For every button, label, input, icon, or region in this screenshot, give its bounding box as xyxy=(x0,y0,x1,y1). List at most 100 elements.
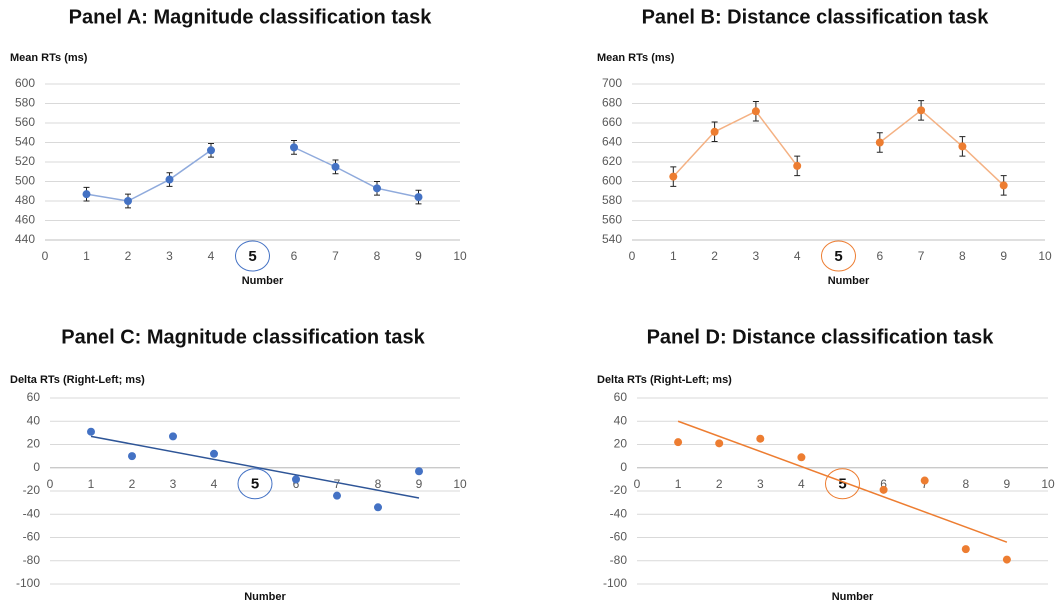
y-tick-label: 660 xyxy=(602,115,622,129)
x-tick-label: 1 xyxy=(675,477,682,491)
point xyxy=(1002,555,1011,564)
y-tick-label: -80 xyxy=(610,553,628,567)
x-tick-label: 4 xyxy=(211,477,218,491)
x-axis-label: Number xyxy=(832,591,874,603)
y-tick-label: 540 xyxy=(15,135,35,149)
point xyxy=(415,467,423,476)
highlight-circle xyxy=(821,240,856,272)
x-axis-label: Number xyxy=(244,591,286,603)
x-tick-label: 8 xyxy=(959,249,966,263)
x-tick-label: 10 xyxy=(1038,249,1052,263)
point xyxy=(674,438,683,447)
y-tick-label: 460 xyxy=(15,213,35,227)
x-tick-label: 1 xyxy=(88,477,95,491)
y-tick-label: 60 xyxy=(614,390,628,404)
x-tick-label: 0 xyxy=(47,477,54,491)
point xyxy=(124,197,132,205)
point xyxy=(920,476,929,485)
x-tick-label: 1 xyxy=(83,249,90,263)
panel-title: Panel D: Distance classification task xyxy=(647,326,995,348)
x-tick-label: 5 xyxy=(834,248,842,265)
y-tick-label: 580 xyxy=(15,96,35,110)
x-tick-label: 4 xyxy=(208,249,215,263)
y-tick-label: -80 xyxy=(23,553,41,567)
y-axis-label: Delta RTs (Right-Left; ms) xyxy=(597,374,732,386)
y-tick-label: 0 xyxy=(620,460,627,474)
x-tick-label: 8 xyxy=(962,477,969,491)
y-axis-label: Delta RTs (Right-Left; ms) xyxy=(10,374,145,386)
point xyxy=(917,106,926,115)
x-tick-label: 9 xyxy=(416,477,423,491)
point xyxy=(210,449,218,458)
x-tick-label: 9 xyxy=(1000,249,1007,263)
highlight-circle xyxy=(235,240,270,272)
point xyxy=(82,190,91,199)
y-tick-label: 500 xyxy=(15,174,35,188)
y-tick-label: 20 xyxy=(27,437,41,451)
y-tick-label: 560 xyxy=(602,213,622,227)
x-tick-label: 5 xyxy=(838,476,846,493)
x-axis-label: Number xyxy=(828,275,870,287)
point xyxy=(756,434,765,443)
x-tick-label: 2 xyxy=(129,477,136,491)
y-tick-label: -40 xyxy=(23,506,41,520)
y-tick-label: -60 xyxy=(23,530,41,544)
y-tick-label: -100 xyxy=(16,576,40,590)
y-tick-label: 600 xyxy=(15,76,35,90)
x-tick-label: 8 xyxy=(375,477,382,491)
x-tick-label: 2 xyxy=(716,477,723,491)
panel-title: Panel A: Magnitude classification task xyxy=(69,6,433,28)
y-tick-label: 520 xyxy=(15,154,35,168)
highlight-circle xyxy=(237,468,273,500)
point xyxy=(715,439,724,448)
point xyxy=(331,162,340,171)
point xyxy=(793,161,802,170)
y-tick-label: 620 xyxy=(602,154,622,168)
point xyxy=(207,146,215,155)
x-axis-label: Number xyxy=(242,275,284,287)
point xyxy=(165,175,174,184)
point xyxy=(373,184,381,193)
y-tick-label: 640 xyxy=(602,135,622,149)
y-tick-label: 0 xyxy=(33,460,40,474)
y-tick-label: -20 xyxy=(23,483,41,497)
y-tick-label: -20 xyxy=(610,483,628,497)
point xyxy=(710,127,719,136)
y-tick-label: 60 xyxy=(27,390,41,404)
x-tick-label: 9 xyxy=(1004,477,1011,491)
point xyxy=(290,143,298,152)
x-tick-label: 7 xyxy=(334,477,341,491)
x-tick-label: 3 xyxy=(753,249,760,263)
x-tick-label: 7 xyxy=(918,249,925,263)
x-tick-label: 6 xyxy=(876,249,883,263)
x-tick-label: 3 xyxy=(757,477,764,491)
y-tick-label: -60 xyxy=(610,530,628,544)
x-tick-label: 4 xyxy=(798,477,805,491)
point xyxy=(999,181,1008,190)
trendline xyxy=(90,435,420,499)
series-line xyxy=(86,146,419,202)
point xyxy=(669,172,678,181)
point xyxy=(169,432,177,441)
point xyxy=(333,491,341,500)
highlight-circle xyxy=(825,468,860,500)
point xyxy=(751,107,760,116)
y-tick-label: 700 xyxy=(602,76,622,90)
y-tick-label: 40 xyxy=(27,413,41,427)
y-tick-label: 440 xyxy=(15,232,35,246)
x-tick-label: 0 xyxy=(634,477,641,491)
x-tick-label: 3 xyxy=(166,249,173,263)
x-tick-label: 6 xyxy=(880,477,887,491)
y-tick-label: 20 xyxy=(614,437,628,451)
y-tick-label: 580 xyxy=(602,193,622,207)
x-tick-label: 2 xyxy=(711,249,718,263)
point xyxy=(374,503,382,512)
y-axis-label: Mean RTs (ms) xyxy=(10,52,88,64)
x-tick-label: 5 xyxy=(251,476,259,493)
point xyxy=(879,485,888,494)
x-tick-label: 3 xyxy=(170,477,177,491)
y-tick-label: 540 xyxy=(602,232,622,246)
y-tick-label: 40 xyxy=(614,413,628,427)
trendline xyxy=(677,420,1008,543)
